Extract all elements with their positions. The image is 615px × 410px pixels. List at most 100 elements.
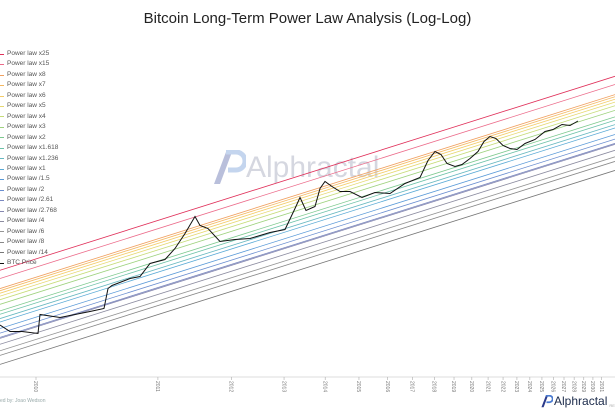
legend-swatch [0, 179, 4, 181]
x-tick-label: 2011 [154, 381, 160, 392]
x-tick-label: 2028 [570, 381, 576, 392]
legend-swatch [0, 95, 4, 97]
legend-label: Power law x5 [7, 102, 46, 110]
band-line-3 [0, 96, 615, 292]
legend-swatch [0, 231, 4, 233]
watermark: Alphractal [210, 150, 379, 186]
band-line-6 [0, 105, 615, 301]
band-line-13 [0, 138, 615, 334]
legend-label: Power law x1 [7, 164, 46, 172]
legend-swatch [0, 262, 4, 265]
legend-item[interactable]: Power law x5 [0, 101, 58, 111]
band-line-9 [0, 119, 615, 315]
legend-label: Power law x1.236 [7, 154, 59, 162]
x-tick-label: 2019 [450, 381, 456, 392]
brand-logo[interactable]: Alphractal RE [540, 395, 615, 408]
legend-swatch [0, 189, 4, 191]
legend-swatch [0, 241, 4, 243]
legend-label: Power law /8 [7, 238, 45, 246]
legend-label: Power law x1.618 [7, 144, 59, 152]
x-tick-label: 2014 [321, 381, 327, 392]
watermark-text: Alphractal [246, 151, 380, 184]
x-tick-label: 2026 [549, 381, 555, 392]
legend-label: Power law /14 [7, 248, 48, 256]
legend-label: Power law /2 [7, 185, 45, 193]
legend-swatch [0, 116, 4, 118]
legend-swatch [0, 220, 4, 222]
legend-item[interactable]: Power law x4 [0, 112, 58, 122]
x-tick-label: 2015 [355, 381, 361, 392]
band-line-15 [0, 143, 615, 339]
legend-label: BTC Price [7, 259, 37, 267]
x-tick-label: 2018 [431, 381, 437, 392]
legend-item[interactable]: Power law x1.236 [0, 154, 58, 164]
legend-label: Power law x3 [7, 123, 46, 131]
legend-item[interactable]: Power law /2 [0, 185, 58, 195]
legend-item[interactable]: Power law x8 [0, 70, 58, 80]
legend-item[interactable]: Power law x7 [0, 80, 58, 90]
x-tick-label: 2010 [32, 381, 38, 392]
legend-label: Power law /2.61 [7, 196, 54, 204]
legend-swatch [0, 168, 4, 170]
legend-item[interactable]: Power law x6 [0, 91, 58, 101]
legend-item[interactable]: BTC Price [0, 258, 58, 268]
band-line-14 [0, 143, 615, 338]
legend-item[interactable]: Power law x15 [0, 59, 58, 69]
legend-item[interactable]: Power law x25 [0, 49, 58, 59]
alphractal-logo-icon [541, 395, 553, 408]
legend-item[interactable]: Power law /4 [0, 216, 58, 226]
band-line-17 [0, 156, 615, 352]
x-tick-label: 2030 [589, 381, 595, 392]
x-tick-label: 2012 [228, 381, 234, 392]
legend-label: Power law x15 [7, 60, 50, 68]
x-tick-label: 2020 [468, 381, 474, 392]
legend-item[interactable]: Power law /2.61 [0, 195, 58, 205]
x-tick-label: 2025 [538, 381, 544, 392]
legend-label: Power law x6 [7, 91, 46, 99]
legend-item[interactable]: Power law /14 [0, 248, 58, 258]
legend-swatch [0, 64, 4, 66]
x-tick-label: 2022 [499, 381, 505, 392]
legend-item[interactable]: Power law x2 [0, 133, 58, 143]
band-line-0 [0, 75, 615, 271]
band-line-18 [0, 161, 615, 356]
band-line-5 [0, 101, 615, 297]
alphractal-logo-icon [214, 150, 246, 184]
x-tick-label: 2013 [280, 381, 286, 392]
band-line-2 [0, 94, 615, 289]
legend-label: Power law x7 [7, 81, 46, 89]
band-line-16 [0, 149, 615, 345]
legend-swatch [0, 210, 4, 212]
x-tick-label: 2024 [526, 381, 532, 392]
legend-item[interactable]: Power law x1.618 [0, 143, 58, 153]
credit-text: ed by: Joao Wedson [0, 398, 46, 404]
btc-price-line [0, 120, 579, 335]
band-line-4 [0, 98, 615, 294]
band-line-7 [0, 109, 615, 305]
legend-item[interactable]: Power law /2.768 [0, 206, 58, 216]
legend-label: Power law /1.5 [7, 175, 50, 183]
x-tick-label: 2029 [580, 381, 586, 392]
logo-subtext: RE [609, 403, 615, 408]
legend-swatch [0, 74, 4, 76]
band-line-10 [0, 124, 615, 319]
band-line-11 [0, 127, 615, 323]
legend: Power law x25 Power law x15 Power law x8 Po… [0, 49, 58, 269]
x-tick-label: 2016 [384, 381, 390, 392]
legend-swatch [0, 137, 4, 139]
legend-item[interactable]: Power law /6 [0, 227, 58, 237]
legend-item[interactable]: Power law x3 [0, 122, 58, 132]
logo-text: Alphractal [554, 394, 608, 408]
legend-swatch [0, 252, 4, 254]
legend-item[interactable]: Power law x1 [0, 164, 58, 174]
legend-swatch [0, 158, 4, 160]
x-tick-label: 2021 [484, 381, 490, 392]
legend-label: Power law x2 [7, 133, 46, 141]
band-line-12 [0, 134, 615, 329]
legend-label: Power law x4 [7, 112, 46, 120]
band-line-1 [0, 84, 615, 279]
legend-swatch [0, 53, 4, 55]
legend-item[interactable]: Power law /1.5 [0, 174, 58, 184]
legend-item[interactable]: Power law /8 [0, 237, 58, 247]
